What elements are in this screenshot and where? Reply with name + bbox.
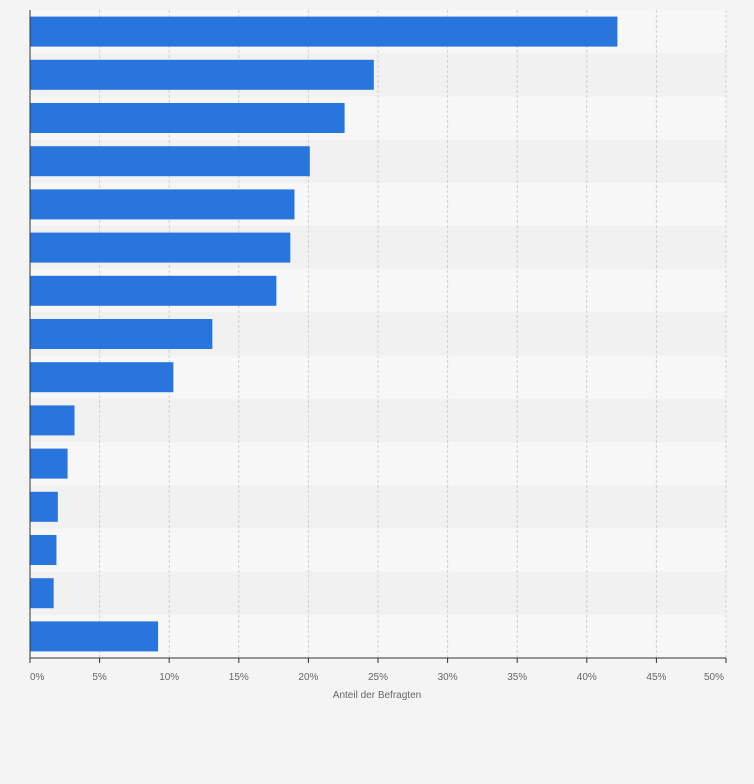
row-band	[30, 442, 726, 486]
x-tick-label: 35%	[507, 672, 527, 683]
x-tick-label: 40%	[577, 672, 597, 683]
bar	[30, 491, 58, 522]
bar	[30, 405, 75, 436]
bar	[30, 535, 57, 565]
row-band	[30, 571, 726, 615]
bar	[30, 16, 618, 47]
bar	[30, 189, 295, 220]
x-axis-label: Anteil der Befragten	[333, 690, 421, 701]
x-tick-label: 50%	[704, 672, 724, 683]
bar	[30, 146, 310, 177]
x-tick-label: 30%	[438, 672, 458, 683]
bar	[30, 621, 159, 652]
bar	[30, 448, 68, 479]
x-tick-labels: 0% 5% 10% 15% 20% 25% 30% 35% 40% 45% 50%	[29, 658, 727, 683]
bar	[30, 275, 277, 306]
x-tick-label: 45%	[646, 672, 666, 683]
x-tick-label: 15%	[229, 672, 249, 683]
x-tick-label: 25%	[368, 672, 388, 683]
bar	[30, 362, 174, 393]
bar	[30, 319, 213, 349]
x-tick-label: 5%	[92, 672, 107, 683]
bar	[30, 59, 374, 90]
x-tick-label: 10%	[159, 672, 179, 683]
bars	[30, 16, 618, 652]
bar	[30, 578, 54, 609]
bar	[30, 103, 345, 133]
x-tick-label: 20%	[298, 672, 318, 683]
x-tick-label: 0%	[30, 672, 45, 683]
bar	[30, 232, 291, 263]
